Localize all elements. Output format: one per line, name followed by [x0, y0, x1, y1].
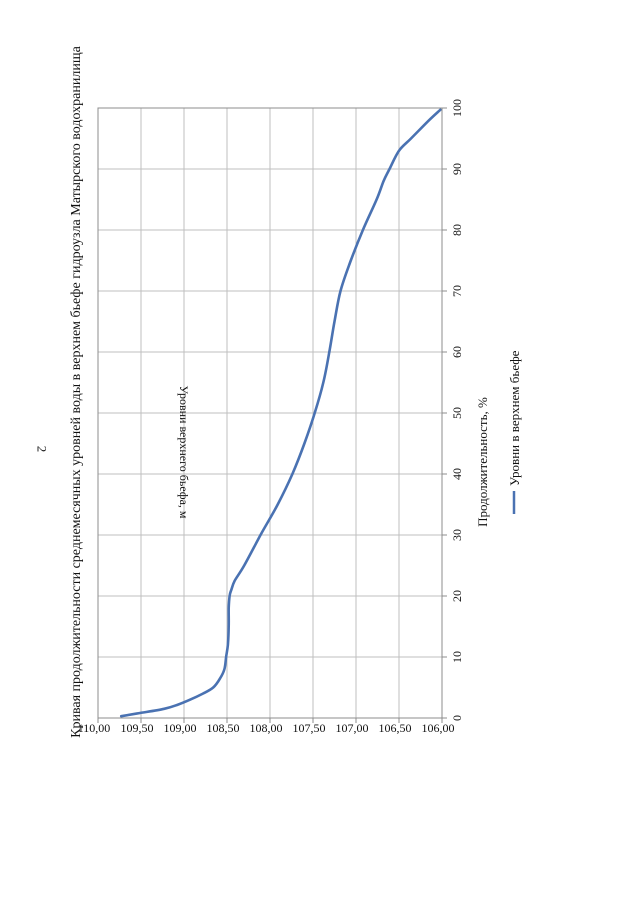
series-line-upper-pool-levels	[119, 108, 442, 718]
chart-legend: Уровни в верхнем бьефе	[507, 350, 522, 514]
x-tick-label: 100	[450, 99, 464, 117]
legend-item-label: Уровни в верхнем бьефе	[507, 350, 522, 486]
chart-grid	[97, 107, 443, 719]
x-tick-label: 60	[450, 346, 464, 358]
y-tick-label: 109,50	[121, 721, 154, 735]
y-axis-label: Уровни верхнего бьефа, м	[177, 386, 191, 519]
y-tick-label: 106,00	[422, 721, 455, 735]
x-tick-label: 30	[450, 529, 464, 541]
x-tick-label: 50	[450, 407, 464, 419]
y-tick-label: 107,00	[336, 721, 369, 735]
x-tick-label: 80	[450, 224, 464, 236]
y-tick-label: 107,50	[293, 721, 326, 735]
x-tick-label: 70	[450, 285, 464, 297]
page-number: 2	[34, 445, 50, 453]
x-tick-label: 0	[450, 715, 464, 721]
x-tick-label: 10	[450, 651, 464, 663]
chart-title: Кривая продолжительности среднемесячных …	[69, 45, 84, 738]
y-tick-label: 108,50	[207, 721, 240, 735]
x-axis-label: Продолжительность, %	[475, 397, 490, 527]
y-tick-label: 110,00	[78, 721, 111, 735]
x-tick-label: 90	[450, 163, 464, 175]
y-tick-label: 109,00	[164, 721, 197, 735]
chart-axes	[97, 107, 447, 723]
y-tick-label: 106,50	[379, 721, 412, 735]
x-tick-label: 40	[450, 468, 464, 480]
chart-series	[119, 108, 442, 718]
y-tick-label: 108,00	[250, 721, 283, 735]
x-tick-label: 20	[450, 590, 464, 602]
plot-frame	[97, 107, 443, 719]
x-tick-labels: 0 10 20 30 40 50 60 70 80 90 100	[450, 99, 464, 721]
y-tick-labels: 106,00 106,50 107,00 107,50 108,00 108,50 109,…	[78, 721, 455, 735]
